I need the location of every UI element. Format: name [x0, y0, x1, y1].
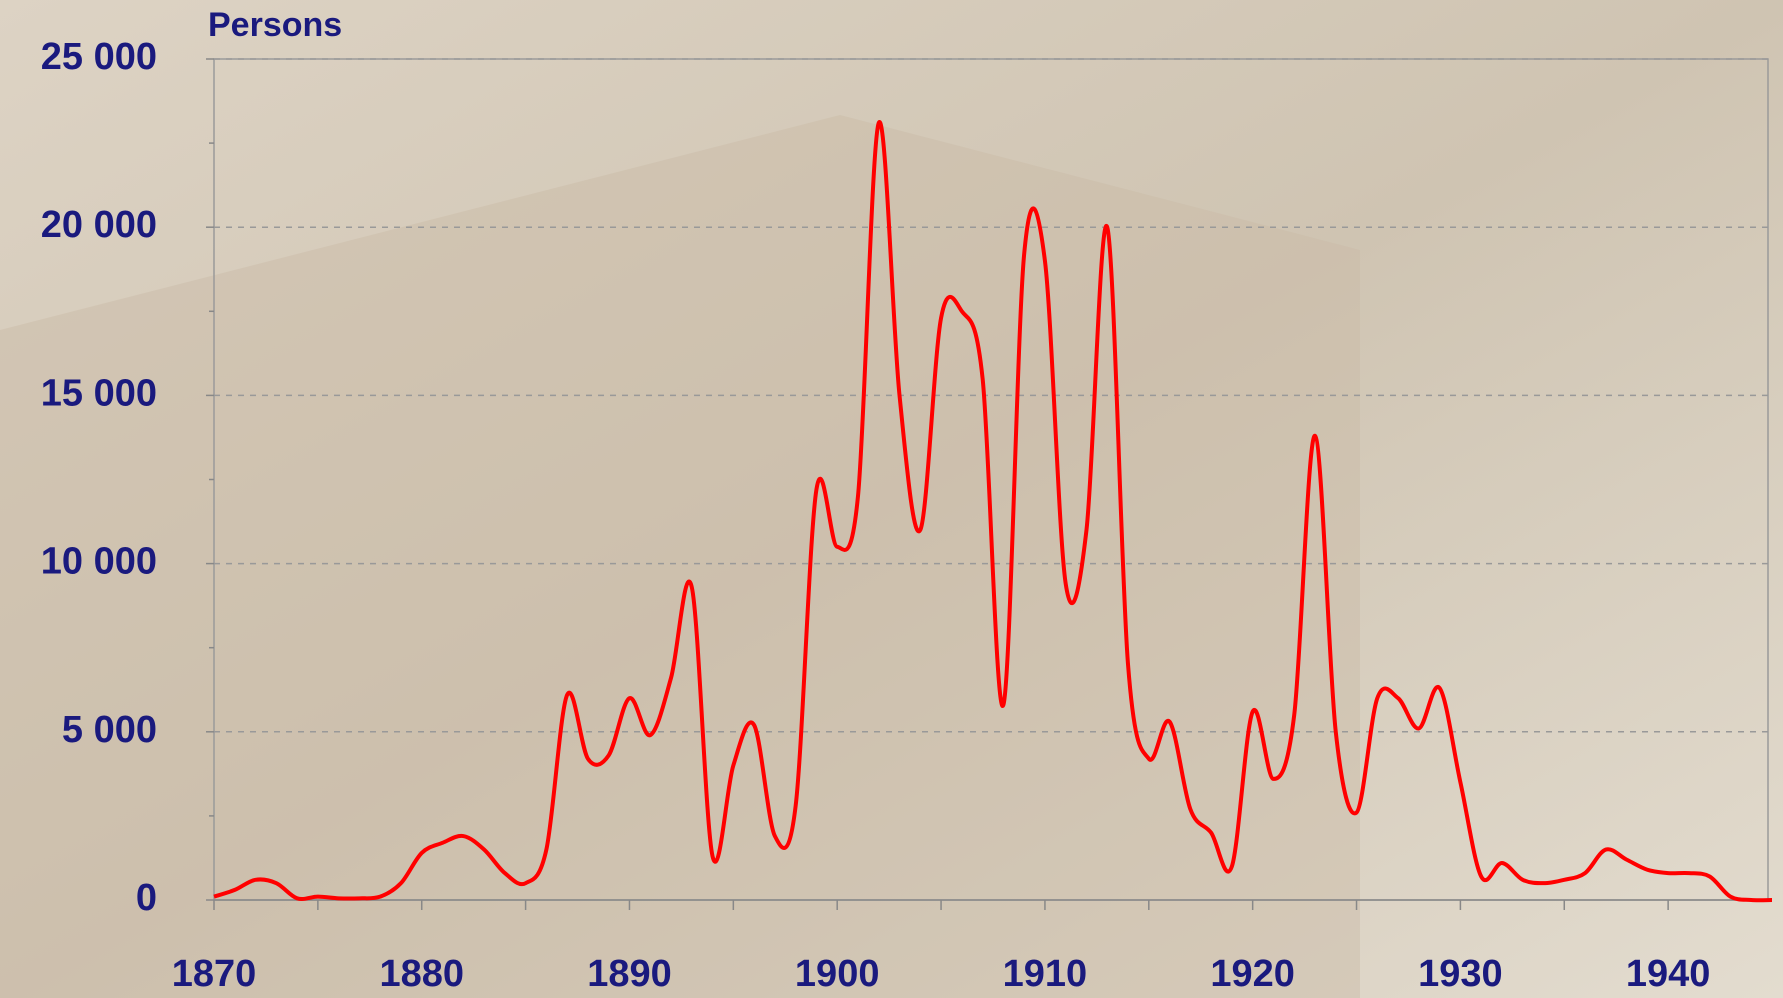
y-tick-label: 15 000 — [41, 372, 157, 414]
y-tick-label: 5 000 — [62, 709, 157, 751]
y-axis-label: Persons — [208, 6, 342, 44]
x-tick-label: 1930 — [1418, 953, 1503, 995]
x-tick-label: 1880 — [379, 953, 464, 995]
x-tick-label: 1900 — [795, 953, 880, 995]
x-tick-label: 1920 — [1210, 953, 1295, 995]
y-tick-label: 0 — [136, 877, 157, 919]
y-tick-label: 25 000 — [41, 36, 157, 78]
x-tick-label: 1890 — [587, 953, 672, 995]
x-tick-label: 1940 — [1626, 953, 1711, 995]
x-tick-label: 1910 — [1003, 953, 1088, 995]
y-tick-label: 10 000 — [41, 541, 157, 583]
chart: Persons 0 5 000 10 000 15 000 20 000 25 000 18… — [0, 0, 1783, 998]
x-tick-label: 1870 — [172, 953, 257, 995]
y-tick-label: 20 000 — [41, 204, 157, 246]
